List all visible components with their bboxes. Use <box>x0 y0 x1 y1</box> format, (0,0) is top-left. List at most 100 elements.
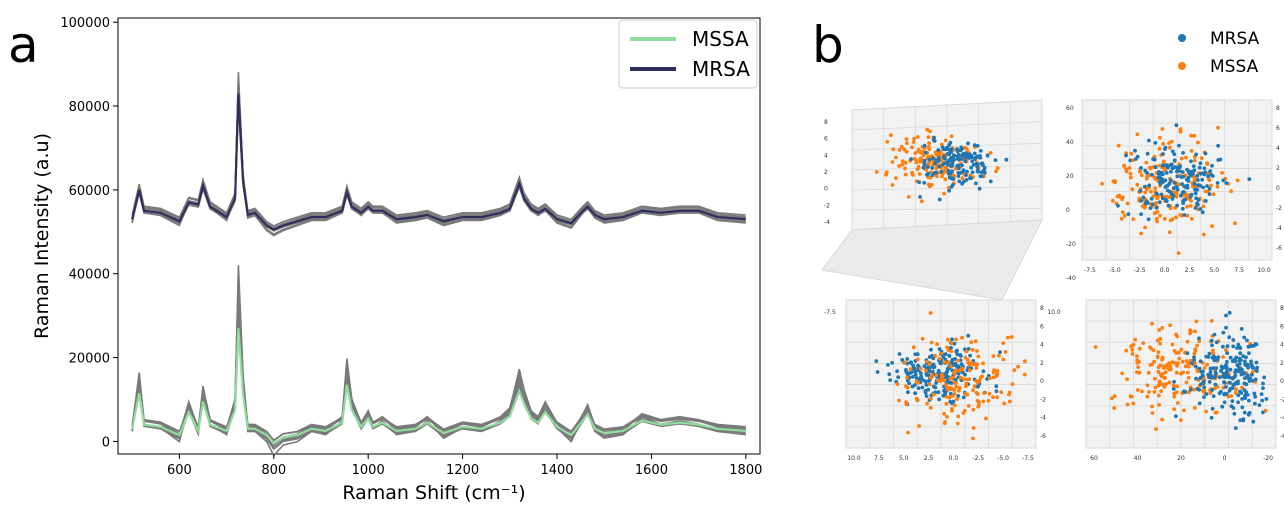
scatter-point-mssa <box>935 378 940 382</box>
scatter-point-mssa <box>1161 141 1166 146</box>
scatter-point-mrsa <box>1161 152 1165 156</box>
scatter-point-mssa <box>884 172 888 177</box>
scatter-point-mrsa <box>1128 158 1133 163</box>
scatter-point-mssa <box>916 149 921 154</box>
scatter-point-mrsa <box>1165 183 1170 188</box>
scatter-point-mssa <box>940 174 944 179</box>
scatter-point-mrsa <box>913 372 918 377</box>
scatter-point-mssa <box>952 403 957 408</box>
scatter-point-mssa <box>1185 193 1189 198</box>
scatter-point-mssa <box>1175 384 1180 389</box>
scatter-point-mssa <box>905 375 910 380</box>
scatter-point-mssa <box>1163 370 1168 374</box>
scatter-point-mssa <box>987 376 992 381</box>
panel-b-label: b <box>812 16 844 74</box>
scatter-point-mrsa <box>936 159 941 163</box>
scatter-point-mrsa <box>922 364 927 368</box>
view-y-tick-label: -4 <box>1280 415 1284 422</box>
scatter-point-mssa <box>1016 364 1020 369</box>
scatter-point-mssa <box>924 168 929 172</box>
view-x-tick-label: -7.5 <box>824 309 836 316</box>
scatter-point-mrsa <box>952 154 957 158</box>
scatter-point-mssa <box>1137 370 1142 375</box>
scatter-point-mssa <box>939 351 944 356</box>
scatter-point-mssa <box>1163 168 1167 173</box>
scatter-point-mssa <box>956 414 961 419</box>
scatter-point-mrsa <box>922 143 927 148</box>
scatter-point-mrsa <box>932 135 936 140</box>
scatter-point-mssa <box>1168 218 1173 223</box>
scatter-point-mssa <box>929 182 934 187</box>
view-y-tick-label: 8 <box>1040 305 1044 312</box>
scatter-point-mrsa <box>875 370 880 374</box>
view-y-tick-label: 8 <box>1280 305 1284 312</box>
scatter-point-mssa <box>943 138 948 143</box>
scatter-point-mrsa <box>1239 327 1244 331</box>
scatter-point-mssa <box>1211 192 1216 197</box>
scatter-point-mssa <box>920 199 924 204</box>
scatter-point-mssa <box>1168 206 1173 211</box>
scatter-point-mssa <box>939 372 944 377</box>
scatter-point-mrsa <box>965 169 969 174</box>
scatter-point-mssa <box>915 398 920 402</box>
scatter-point-mssa <box>1240 385 1244 390</box>
scatter-point-mssa <box>977 402 981 407</box>
scatter-point-mrsa <box>1157 200 1162 205</box>
scatter-point-mssa <box>1174 370 1179 375</box>
scatter-point-mssa <box>1148 166 1153 171</box>
scatter-point-mssa <box>1167 230 1172 235</box>
scatter-point-mrsa <box>937 397 941 402</box>
scatter-point-mrsa <box>1183 197 1188 202</box>
scatter-point-mssa <box>1165 362 1170 367</box>
scatter-point-mrsa <box>1206 174 1210 179</box>
scatter-point-mrsa <box>933 161 937 166</box>
scatter-point-mssa <box>885 139 890 144</box>
scatter-point-mssa <box>1180 359 1185 364</box>
scatter-point-mrsa <box>922 180 927 185</box>
view-x-tick-label: -7.5 <box>1084 267 1096 274</box>
scatter-point-mssa <box>1149 189 1153 194</box>
scatter-point-mrsa <box>969 165 974 170</box>
view-y-tick-label: 20 <box>1066 173 1074 180</box>
scatter-point-mrsa <box>1210 355 1215 360</box>
view-x-tick-label: 0.0 <box>1160 267 1170 274</box>
scatter-point-mrsa <box>1193 191 1198 196</box>
scatter-point-mssa <box>1140 389 1144 394</box>
replicate-spectra-group <box>131 72 746 457</box>
scatter-point-mssa <box>1157 380 1162 385</box>
view-x-tick-label: 60 <box>1090 455 1098 462</box>
view-y-tick-label: 0 <box>1040 378 1044 385</box>
scatter-point-mssa <box>1150 321 1154 326</box>
scatter-point-mrsa <box>953 361 958 366</box>
scatter-point-mrsa <box>1251 419 1256 424</box>
scatter-point-mssa <box>1023 359 1027 364</box>
scatter-point-mrsa <box>1194 196 1198 201</box>
scatter-point-mrsa <box>1216 143 1220 148</box>
scatter-point-mrsa <box>1214 340 1219 345</box>
scatter-point-mssa <box>1174 390 1179 395</box>
scatter-point-mssa <box>1119 216 1124 221</box>
x-axis-title: Raman Shift (cm⁻¹) <box>342 482 525 504</box>
scatter-point-mrsa <box>932 171 937 175</box>
scatter-point-mssa <box>995 166 1000 171</box>
scatter-view-xz-mirrored: 10.0 7.5 5.0 2.5 0.0 -2.5 -5.0 -7.5 8 6 4 2 0 -2 -4 -6 <box>845 299 1046 462</box>
scatter-point-mrsa <box>1236 379 1240 384</box>
view-z-tick-label: 0 <box>824 186 828 193</box>
view-y-tick-label: 4 <box>1276 145 1280 152</box>
scatter-point-mrsa <box>1233 357 1238 362</box>
scatter-point-mrsa <box>913 391 917 396</box>
scatter-point-mrsa <box>931 156 935 161</box>
scatter-point-mrsa <box>944 370 949 374</box>
scatter-point-mssa <box>971 436 975 441</box>
scatter-point-mssa <box>1125 402 1130 407</box>
scatter-point-mrsa <box>968 353 972 358</box>
scatter-point-mssa <box>1155 355 1160 360</box>
scatter-point-mssa <box>942 421 947 426</box>
scatter-point-mrsa <box>1178 193 1183 198</box>
scatter-point-mssa <box>1128 171 1133 176</box>
series-line-mrsa <box>131 93 746 231</box>
view-y-tick-label: 8 <box>1276 105 1280 112</box>
scatter-point-mrsa <box>926 365 930 370</box>
scatter-point-mrsa <box>1231 338 1236 342</box>
scatter-point-mrsa <box>1224 385 1228 389</box>
